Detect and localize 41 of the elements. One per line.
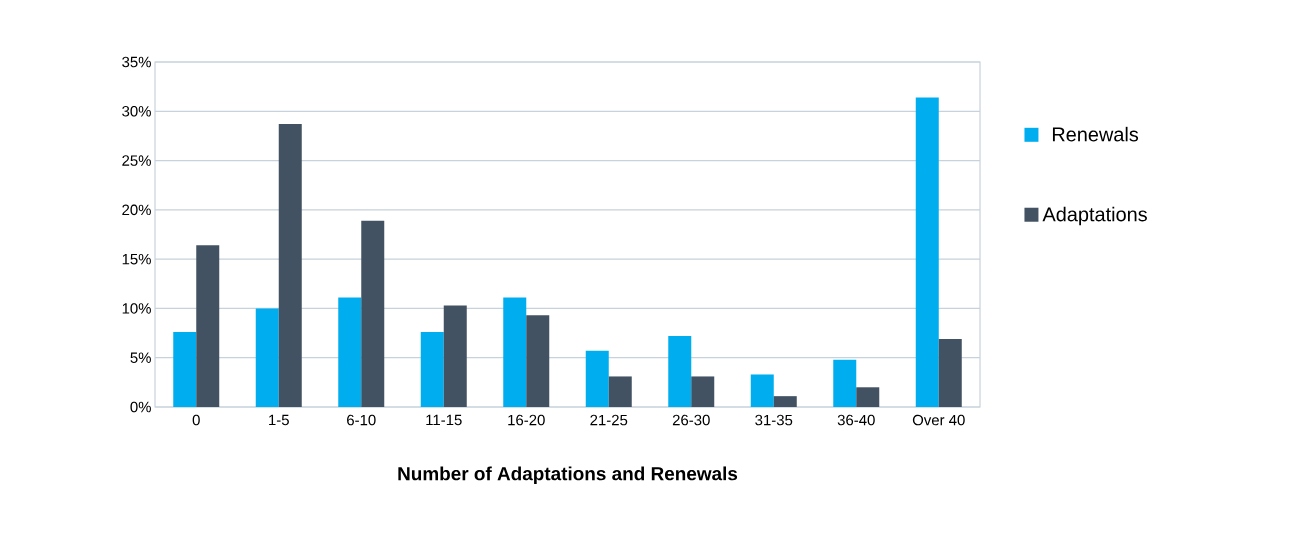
bar bbox=[938, 338, 962, 407]
y-tick-label: 0% bbox=[130, 401, 151, 413]
bar bbox=[420, 332, 444, 407]
x-tick-label: 36-40 bbox=[837, 414, 875, 426]
x-tick-label: 11-15 bbox=[426, 414, 462, 426]
bar bbox=[526, 315, 550, 407]
y-tick-label: 5% bbox=[130, 352, 151, 363]
bar bbox=[443, 305, 467, 407]
bar bbox=[750, 374, 774, 407]
legend-label: Renewals bbox=[1052, 126, 1139, 142]
y-tick-label: 30% bbox=[122, 105, 151, 117]
x-tick-label: 16-20 bbox=[508, 414, 545, 426]
x-tick-label: Over 40 bbox=[912, 414, 965, 426]
x-tick-label: 31-35 bbox=[755, 414, 793, 426]
y-tick-label: 35% bbox=[122, 56, 151, 68]
x-tick-label: 6-10 bbox=[347, 414, 376, 426]
bar bbox=[773, 396, 797, 407]
bar bbox=[668, 336, 692, 407]
x-tick-label: 1-5 bbox=[269, 414, 289, 426]
bar bbox=[503, 297, 527, 407]
bar bbox=[915, 97, 939, 407]
bar bbox=[255, 308, 279, 407]
bar bbox=[585, 350, 609, 407]
x-tick-label: 26-30 bbox=[672, 414, 710, 426]
bar bbox=[856, 387, 880, 407]
bar bbox=[173, 332, 197, 407]
bar bbox=[196, 245, 220, 407]
bar bbox=[278, 124, 302, 407]
bar bbox=[691, 376, 715, 407]
y-tick-label: 15% bbox=[122, 253, 151, 265]
x-axis-title: Number of Adaptations and Renewals bbox=[398, 466, 738, 485]
x-tick-label: 0 bbox=[192, 414, 200, 426]
x-tick-label: 21-25 bbox=[590, 414, 628, 426]
y-tick-label: 10% bbox=[122, 303, 151, 314]
bar bbox=[608, 376, 632, 407]
legend-label: Adaptations bbox=[1042, 206, 1147, 226]
y-tick-label: 20% bbox=[122, 204, 151, 216]
bar bbox=[361, 220, 385, 407]
bar bbox=[833, 359, 857, 407]
y-tick-label: 25% bbox=[122, 155, 151, 166]
bar bbox=[338, 297, 362, 407]
